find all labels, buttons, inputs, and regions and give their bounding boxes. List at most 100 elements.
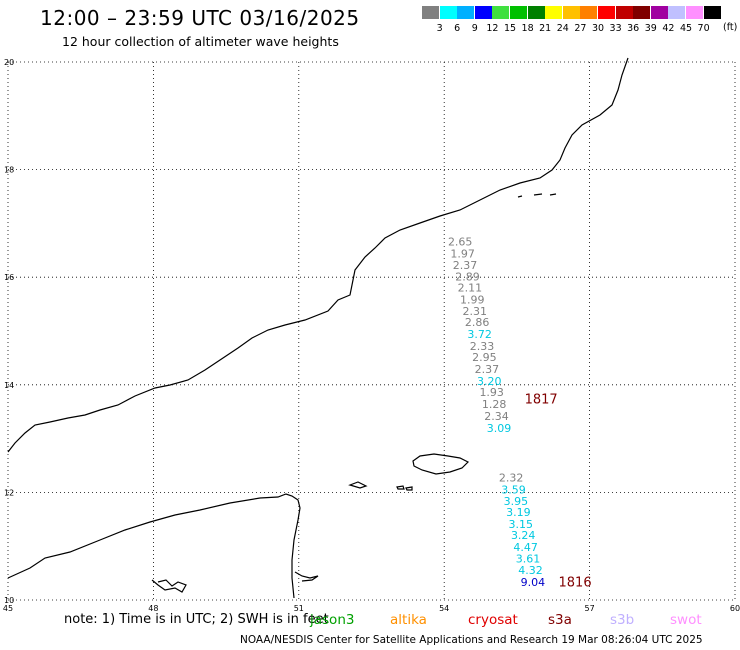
wave-height-value: 1.97 — [450, 247, 475, 260]
lat-tick-label: 20 — [4, 58, 14, 67]
colorbar-swatch — [439, 6, 457, 19]
colorbar-label: 9 — [471, 23, 478, 34]
lon-tick-label: 45 — [3, 604, 13, 613]
wave-height-value: 4.47 — [513, 541, 538, 554]
mission-jason3: jason3 — [310, 612, 355, 628]
wave-height-value: 4.32 — [518, 564, 543, 577]
colorbar-label: 45 — [679, 23, 693, 34]
chart-title: 12:00 – 23:59 UTC 03/16/2025 — [40, 6, 360, 30]
colorbar-label: 24 — [556, 23, 569, 34]
arabian-coastline-north — [7, 57, 629, 453]
colorbar-label: 21 — [539, 23, 552, 34]
mission-s3a: s3a — [548, 612, 572, 628]
lon-tick-label: 54 — [439, 604, 449, 613]
islet-3 — [405, 486, 413, 491]
somali-coast-fragment — [151, 579, 187, 593]
wave-height-value: 2.37 — [453, 259, 478, 272]
pass-time-label: 1817 — [525, 393, 558, 408]
colorbar-swatch — [527, 6, 545, 19]
lat-tick-label: 10 — [4, 596, 14, 605]
wave-height-observations: 2.651.972.372.892.111.992.312.863.722.33… — [448, 235, 545, 589]
islet-2 — [396, 485, 405, 490]
coastline — [7, 57, 629, 599]
socotra-island — [412, 453, 470, 475]
colorbar-label: 3 — [436, 23, 443, 34]
colorbar-label: 15 — [503, 23, 517, 34]
wave-height-value: 1.93 — [479, 386, 504, 399]
colorbar-label: 39 — [644, 23, 657, 34]
colorbar-swatch — [457, 6, 475, 19]
wave-height-value: 3.61 — [516, 552, 541, 565]
wave-height-value: 3.19 — [506, 506, 531, 519]
wave-height-value: 2.95 — [472, 351, 497, 364]
islet-1 — [348, 481, 368, 489]
kuria-islets — [517, 193, 557, 198]
colorbar-swatch — [562, 6, 580, 19]
colorbar-swatch — [650, 6, 668, 19]
colorbar-label: 18 — [521, 23, 534, 34]
colorbar-unit: (ft) — [723, 22, 738, 33]
wave-height-value: 2.32 — [499, 472, 524, 485]
wave-height-value: 2.33 — [470, 340, 495, 353]
wave-height-value: 3.59 — [501, 483, 526, 496]
colorbar-label: 42 — [662, 23, 675, 34]
wave-height-value: 2.11 — [458, 282, 483, 295]
arabian-coastline — [7, 493, 301, 599]
colorbar-swatch — [686, 6, 703, 19]
lon-tick-label: 60 — [730, 604, 740, 613]
colorbar-label: 33 — [609, 23, 622, 34]
wave-height-value: 2.31 — [462, 305, 487, 318]
mission-altika: altika — [390, 612, 427, 628]
colorbar-label: 6 — [454, 23, 461, 34]
lon-tick-label: 48 — [148, 604, 158, 613]
wave-height-value: 2.65 — [448, 235, 473, 248]
colorbar-label: 12 — [486, 23, 499, 34]
colorbar-swatch — [703, 6, 721, 19]
colorbar-swatch — [422, 6, 439, 19]
colorbar-swatch — [474, 6, 492, 19]
wave-height-value: 3.15 — [509, 518, 534, 531]
pass-time-label: 1816 — [559, 576, 592, 591]
graticule — [7, 61, 736, 601]
mission-swot: swot — [670, 612, 702, 628]
socotra-side-coast — [294, 571, 319, 582]
wave-height-value: 2.37 — [475, 363, 500, 376]
mission-s3b: s3b — [610, 612, 635, 628]
wave-height-value: 9.04 — [521, 576, 546, 589]
lon-tick-label: 51 — [294, 604, 304, 613]
lat-tick-label: 12 — [4, 488, 14, 497]
colorbar-swatch — [545, 6, 563, 19]
wave-height-value: 2.34 — [484, 410, 509, 423]
credit-line: NOAA/NESDIS Center for Satellite Applica… — [240, 634, 703, 646]
colorbar-swatch — [633, 6, 651, 19]
mission-cryosat: cryosat — [468, 612, 518, 628]
wave-height-value: 3.24 — [511, 529, 536, 542]
colorbar-swatch — [492, 6, 510, 19]
wave-height-value: 3.95 — [504, 495, 529, 508]
colorbar-swatch — [510, 6, 527, 19]
lat-tick-label: 14 — [4, 381, 14, 390]
colorbar-swatch — [615, 6, 633, 19]
chart-subtitle: 12 hour collection of altimeter wave hei… — [62, 34, 339, 49]
lat-tick-label: 16 — [4, 273, 14, 282]
wave-height-value: 2.89 — [455, 270, 480, 283]
colorbar-label: 36 — [627, 23, 640, 34]
wave-height-value: 3.20 — [477, 375, 502, 388]
colorbar-swatch — [668, 6, 686, 19]
colorbar-label: 30 — [591, 23, 605, 34]
lon-tick-label: 57 — [585, 604, 595, 613]
colorbar-swatch — [598, 6, 615, 19]
footnote: note: 1) Time is in UTC; 2) SWH is in fe… — [64, 612, 329, 627]
wave-height-value: 3.09 — [487, 422, 512, 435]
colorbar-swatch — [580, 6, 598, 19]
wave-height-value: 1.28 — [482, 398, 507, 411]
wave-height-value: 1.99 — [460, 294, 485, 307]
wave-height-value: 3.72 — [467, 328, 492, 341]
colorbar-label: 27 — [574, 23, 587, 34]
lat-tick-label: 18 — [4, 166, 14, 175]
wave-height-value: 2.86 — [465, 316, 490, 329]
colorbar-label: 70 — [697, 23, 710, 34]
pass-time-labels: 1817 1816 — [525, 393, 592, 591]
